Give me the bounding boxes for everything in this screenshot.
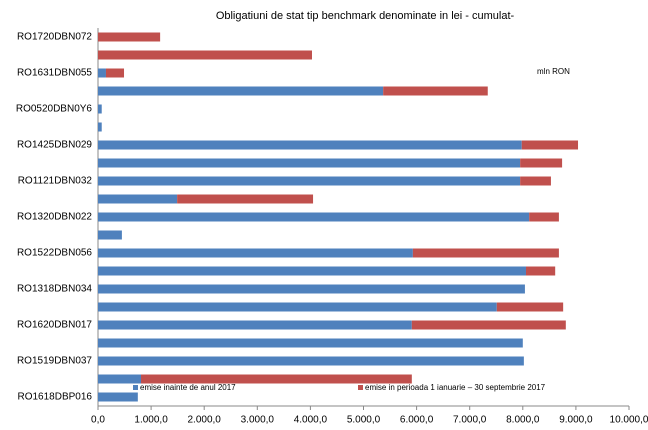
bar-segment (98, 248, 413, 258)
bar-segment (98, 104, 102, 114)
x-tick-label: 4.000,0 (294, 415, 328, 425)
bar-segment (98, 32, 161, 42)
y-tick-label: RO1425DBN029 (17, 140, 92, 151)
y-tick-label: RO1720DBN072 (17, 32, 92, 43)
x-tick-label: 0,0 (91, 415, 105, 425)
bar-segment (98, 68, 106, 78)
bar-segment (383, 86, 488, 96)
legend-label: emise in perioada 1 ianuarie – 30 septem… (365, 383, 546, 392)
y-tick-label: RO1519DBN037 (17, 356, 92, 367)
x-tick-label: 6.000,0 (400, 415, 434, 425)
bar-segment (496, 302, 564, 312)
legend-swatch (133, 385, 138, 390)
y-tick-label: RO1620DBN017 (17, 320, 92, 331)
bar-segment (98, 140, 522, 150)
bar-segment (98, 212, 530, 222)
bar-segment (177, 194, 314, 204)
y-tick-label: RO1318DBN034 (17, 284, 92, 295)
bar-segment (98, 266, 526, 276)
bar-segment (141, 374, 412, 384)
y-tick-label: RO1618DBP016 (18, 392, 93, 403)
x-tick-label: 1.000,0 (134, 415, 168, 425)
bar-segment (411, 320, 566, 330)
bar-segment (98, 230, 122, 240)
bar-segment (98, 356, 524, 366)
bar-segment (98, 86, 384, 96)
bar-segment (98, 284, 525, 294)
x-tick-label: 7.000,0 (453, 415, 487, 425)
bar-segment (529, 212, 559, 222)
legend-swatch (358, 385, 363, 390)
bar-segment (98, 320, 412, 330)
x-tick-label: 8.000,0 (506, 415, 540, 425)
bar-segment (520, 158, 563, 168)
x-tick-label: 10.000,0 (610, 415, 648, 425)
x-tick-label: 9.000,0 (559, 415, 593, 425)
legend-label: emise inainte de anul 2017 (140, 383, 236, 392)
y-tick-label: RO0520DBN0Y6 (16, 104, 93, 115)
chart-title: Obligatiuni de stat tip benchmark denomi… (216, 10, 515, 22)
bar-segment (98, 374, 142, 384)
bar-segment (98, 338, 523, 348)
x-tick-label: 5.000,0 (347, 415, 381, 425)
bar-segment (521, 140, 579, 150)
y-tick-label: RO1631DBN055 (17, 68, 92, 79)
bar-segment (98, 176, 521, 186)
bar-segment (98, 194, 178, 204)
y-tick-label: RO1121DBN032 (18, 176, 93, 187)
bar-segment (105, 68, 125, 78)
y-tick-label: RO1522DBN056 (17, 248, 92, 259)
bar-segment (98, 158, 521, 168)
bar-segment (98, 392, 138, 402)
bar-segment (412, 248, 559, 258)
bar-segment (98, 302, 497, 312)
annotation: mln RON (537, 67, 570, 76)
y-tick-label: RO1320DBN022 (17, 212, 92, 223)
bar-segment (98, 50, 312, 60)
x-tick-label: 3.000,0 (241, 415, 275, 425)
bar-segment (525, 266, 556, 276)
bar-segment (98, 122, 102, 132)
bar-segment (520, 176, 551, 186)
x-tick-label: 2.000,0 (188, 415, 222, 425)
